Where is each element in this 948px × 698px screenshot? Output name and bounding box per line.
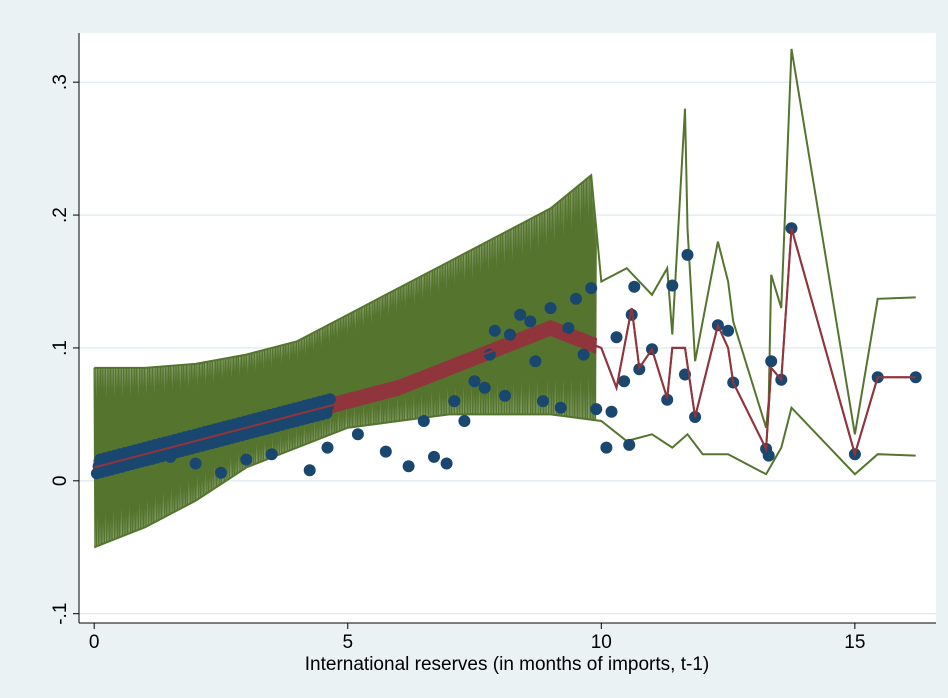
data-point [448,395,461,408]
data-point [600,441,613,454]
data-point [623,438,636,451]
data-point [618,375,631,388]
data-point [164,450,177,463]
data-point [590,403,603,416]
data-point [722,324,735,337]
data-point [628,280,641,293]
data-point [488,324,501,337]
y-tick-label: 0 [50,476,71,487]
data-point [762,449,775,462]
data-point [681,248,694,261]
data-point [666,279,679,292]
upper-ci-line [94,48,916,435]
data-point [514,308,527,321]
data-point [478,381,491,394]
data-point [265,448,278,461]
x-tick-label: 0 [89,632,100,653]
data-point [303,464,316,477]
y-tick-label: .1 [50,340,71,356]
data-point [570,292,582,305]
data-point [417,415,430,427]
data-point [189,457,202,470]
x-tick-label: 15 [844,632,865,653]
data-point [537,395,549,408]
data-point [544,302,557,315]
data-point [240,453,253,466]
data-point [585,282,598,295]
x-axis-title: International reserves (in months of imp… [305,654,709,675]
data-point [529,355,542,368]
y-tick-label: .2 [50,207,71,223]
data-point [428,450,440,463]
data-point [321,441,334,454]
data-point [440,457,453,470]
data-point [524,315,537,328]
data-point [351,428,364,441]
data-point [554,401,567,414]
data-point [499,389,511,402]
axes-layer: -.1 0 .1 .2 .3 0 5 10 15 [50,33,936,653]
y-tick-label: .3 [50,74,71,90]
data-point [562,322,575,334]
data-point [577,348,590,361]
data-point [138,453,151,466]
data-point [661,393,674,406]
x-tick-label: 10 [591,632,612,653]
points-layer [90,222,922,480]
data-point [765,355,778,368]
data-point [215,466,227,479]
data-point [379,445,392,458]
y-tick-label: -.1 [50,603,71,625]
data-point [610,331,623,344]
data-point [504,328,516,341]
data-point [468,375,481,388]
data-point [402,460,415,473]
x-tick-label: 5 [342,632,353,653]
data-point [458,415,471,427]
data-point [324,393,336,405]
fitted-line-overlay [93,228,916,469]
data-point [605,405,618,418]
